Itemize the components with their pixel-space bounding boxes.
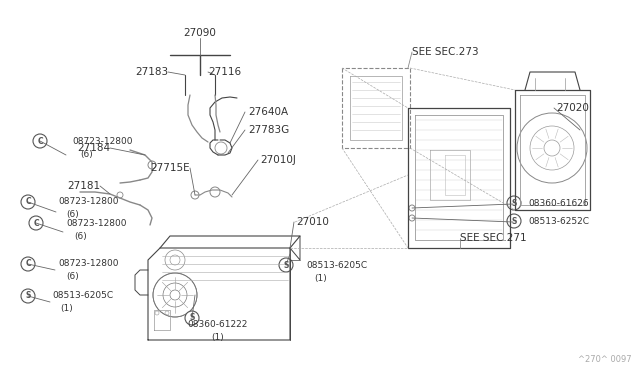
Text: SEE SEC.273: SEE SEC.273 bbox=[412, 47, 479, 57]
Text: C: C bbox=[25, 198, 31, 206]
Text: 08723-12800: 08723-12800 bbox=[58, 198, 118, 206]
Text: 27640A: 27640A bbox=[248, 107, 288, 117]
Text: 27783G: 27783G bbox=[248, 125, 289, 135]
Text: 08513-6252C: 08513-6252C bbox=[528, 218, 589, 227]
Text: 08513-6205C: 08513-6205C bbox=[306, 262, 367, 270]
Text: 08360-61626: 08360-61626 bbox=[528, 199, 589, 208]
Text: (1): (1) bbox=[60, 304, 73, 312]
Circle shape bbox=[279, 258, 293, 272]
Text: 08723-12800: 08723-12800 bbox=[58, 260, 118, 269]
Text: S: S bbox=[511, 217, 516, 225]
Text: (6): (6) bbox=[80, 150, 93, 158]
Text: 27181: 27181 bbox=[67, 181, 100, 191]
Text: S: S bbox=[26, 292, 31, 301]
Text: S: S bbox=[511, 199, 516, 208]
Text: (6): (6) bbox=[66, 272, 79, 280]
Text: 08723-12800: 08723-12800 bbox=[66, 219, 127, 228]
Text: 27090: 27090 bbox=[184, 28, 216, 38]
Text: 27715E: 27715E bbox=[150, 163, 190, 173]
Text: C: C bbox=[33, 218, 39, 228]
Text: S: S bbox=[189, 314, 195, 323]
Text: ^270^ 0097: ^270^ 0097 bbox=[579, 355, 632, 364]
Text: 27010J: 27010J bbox=[260, 155, 296, 165]
Circle shape bbox=[29, 216, 43, 230]
Text: 27184: 27184 bbox=[77, 143, 110, 153]
Text: 27116: 27116 bbox=[208, 67, 241, 77]
Text: (1): (1) bbox=[212, 333, 225, 342]
Text: (6): (6) bbox=[74, 231, 87, 241]
Text: (6): (6) bbox=[66, 209, 79, 218]
Text: 08723-12800: 08723-12800 bbox=[72, 138, 132, 147]
Circle shape bbox=[185, 311, 199, 325]
Text: C: C bbox=[25, 260, 31, 269]
Text: 08513-6205C: 08513-6205C bbox=[52, 292, 113, 301]
Circle shape bbox=[21, 289, 35, 303]
Text: 27183: 27183 bbox=[135, 67, 168, 77]
Text: S: S bbox=[284, 260, 289, 269]
Text: C: C bbox=[37, 137, 43, 145]
Circle shape bbox=[21, 195, 35, 209]
Circle shape bbox=[33, 134, 47, 148]
Circle shape bbox=[21, 257, 35, 271]
Text: 08360-61222: 08360-61222 bbox=[188, 320, 248, 329]
Text: SEE SEC.271: SEE SEC.271 bbox=[460, 233, 527, 243]
Text: (1): (1) bbox=[314, 273, 327, 282]
Circle shape bbox=[507, 196, 521, 210]
Text: 27010: 27010 bbox=[296, 217, 329, 227]
Circle shape bbox=[507, 214, 521, 228]
Text: 27020: 27020 bbox=[556, 103, 589, 113]
